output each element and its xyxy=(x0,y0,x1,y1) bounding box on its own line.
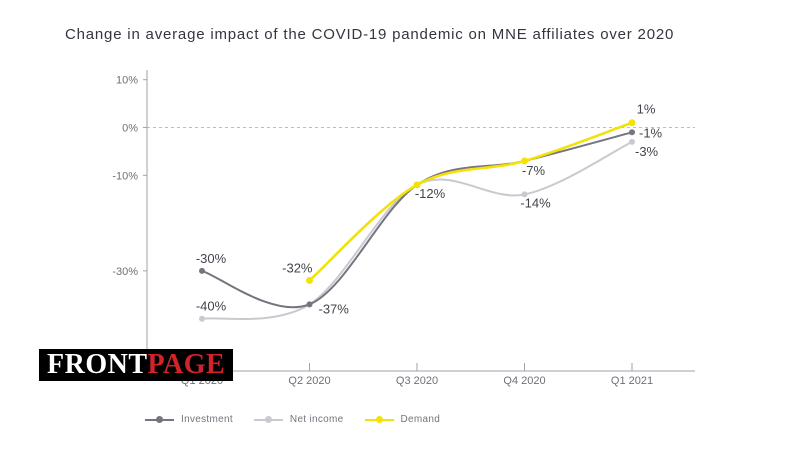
series-line-demand xyxy=(308,121,634,282)
data-label: -7% xyxy=(522,163,546,178)
legend-item-investment: Investment xyxy=(145,414,233,425)
data-point-demand xyxy=(306,276,313,284)
legend-item-net-income: Net income xyxy=(253,414,344,425)
data-point-investment xyxy=(199,267,205,274)
demand-line-marker-icon xyxy=(364,416,394,423)
data-point-net-income xyxy=(199,315,205,322)
frontpage-logo-front-text: FRONT xyxy=(47,349,148,380)
y-tick-label: 0% xyxy=(122,123,138,135)
series-line-net-income xyxy=(201,140,633,321)
legend-item-demand: Demand xyxy=(364,414,441,425)
x-tick-label: Q3 2020 xyxy=(396,375,438,387)
data-label: -32% xyxy=(282,260,313,275)
data-point-demand xyxy=(628,119,636,127)
investment-line-marker-icon xyxy=(145,416,174,423)
frontpage-logo: FRONT PAGE xyxy=(39,349,233,381)
y-tick-label: 10% xyxy=(116,75,138,87)
frontpage-logo-page-text: PAGE xyxy=(147,349,226,380)
data-point-investment xyxy=(306,301,313,308)
legend-label: Net income xyxy=(289,414,344,425)
data-point-demand xyxy=(521,157,528,165)
data-label: -40% xyxy=(196,299,227,314)
data-label: -1% xyxy=(639,125,663,140)
data-label: -3% xyxy=(635,144,659,159)
investment-dot-icon xyxy=(156,416,163,423)
series-line-investment xyxy=(201,131,633,309)
data-label: -30% xyxy=(196,251,227,266)
data-label: 1% xyxy=(637,102,656,117)
data-label: -12% xyxy=(415,186,446,201)
y-tick-label: -10% xyxy=(112,170,138,182)
x-tick-label: Q1 2021 xyxy=(611,375,653,387)
demand-dot-icon xyxy=(375,416,383,423)
x-tick-label: Q2 2020 xyxy=(288,375,330,387)
data-point-net-income xyxy=(629,138,635,145)
net-income-line-marker-icon xyxy=(253,416,283,423)
data-label: -14% xyxy=(520,195,551,210)
data-point-investment xyxy=(629,129,635,136)
x-tick-label: Q4 2020 xyxy=(503,375,545,387)
data-point-net-income xyxy=(521,191,528,198)
data-label: -37% xyxy=(319,301,350,316)
y-tick-label: -30% xyxy=(112,266,138,278)
chart-title: Change in average impact of the COVID-19… xyxy=(65,26,675,43)
legend-label: Investment xyxy=(181,414,233,425)
legend-label: Demand xyxy=(400,414,441,425)
data-point-demand xyxy=(413,181,421,189)
chart-legend: Investment Net income Demand xyxy=(145,414,440,425)
net-income-dot-icon xyxy=(264,416,272,423)
